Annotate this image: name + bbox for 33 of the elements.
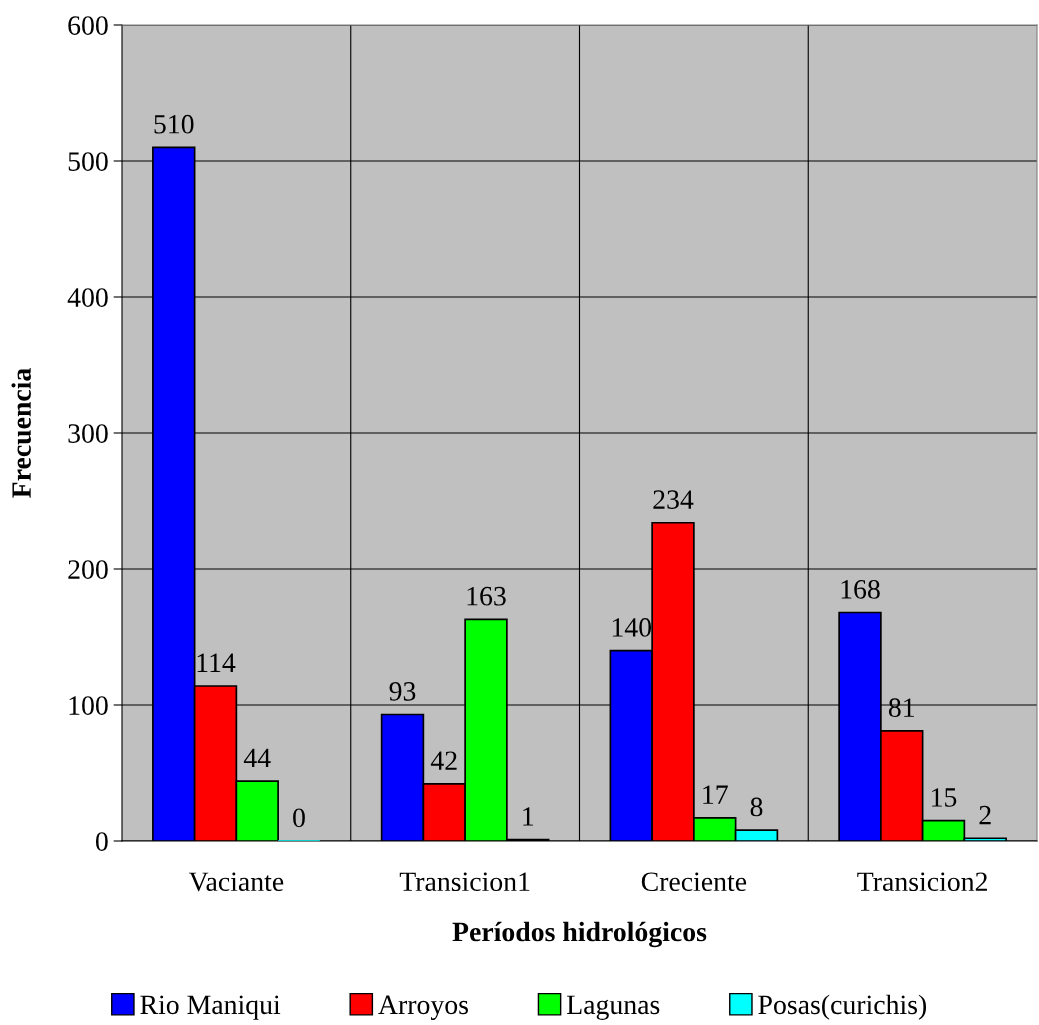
y-axis-title: Frecuencia (11, 368, 32, 498)
legend-label: Posas(curichis) (758, 994, 927, 1020)
y-tick-label: 0 (95, 832, 108, 851)
data-label: 44 (243, 748, 271, 768)
data-label: 168 (841, 579, 880, 599)
legend-label: Rio Maniqui (140, 995, 281, 1020)
x-tick-label: Vaciante (188, 872, 284, 892)
y-tick-label: 400 (67, 288, 108, 307)
data-label: 234 (653, 490, 694, 509)
x-tick-label: Transicion1 (399, 872, 530, 892)
data-label: 1 (523, 807, 534, 826)
data-label: 0 (293, 808, 305, 828)
data-label: 15 (932, 788, 957, 807)
data-label: 17 (703, 785, 728, 804)
data-label: 93 (389, 682, 416, 701)
y-tick-label: 100 (69, 696, 108, 715)
x-tick-label: Transicion2 (857, 872, 987, 892)
legend-label: Lagunas (567, 995, 660, 1020)
data-label: 163 (467, 586, 506, 606)
data-label: 42 (430, 751, 457, 770)
y-tick-label: 600 (68, 16, 108, 35)
y-tick-label: 200 (68, 560, 108, 579)
data-label: 140 (612, 618, 652, 637)
data-label: 8 (750, 797, 763, 817)
data-label: 2 (979, 805, 991, 825)
data-label: 81 (888, 698, 914, 718)
data-label: 114 (197, 653, 236, 672)
data-label: 510 (154, 114, 194, 134)
x-tick-label: Creciente (641, 872, 747, 892)
x-axis-title: Períodos hidrológicos (452, 921, 707, 948)
legend-label: Arroyos (378, 995, 468, 1020)
y-tick-label: 300 (68, 424, 108, 443)
y-tick-label: 500 (68, 152, 108, 171)
